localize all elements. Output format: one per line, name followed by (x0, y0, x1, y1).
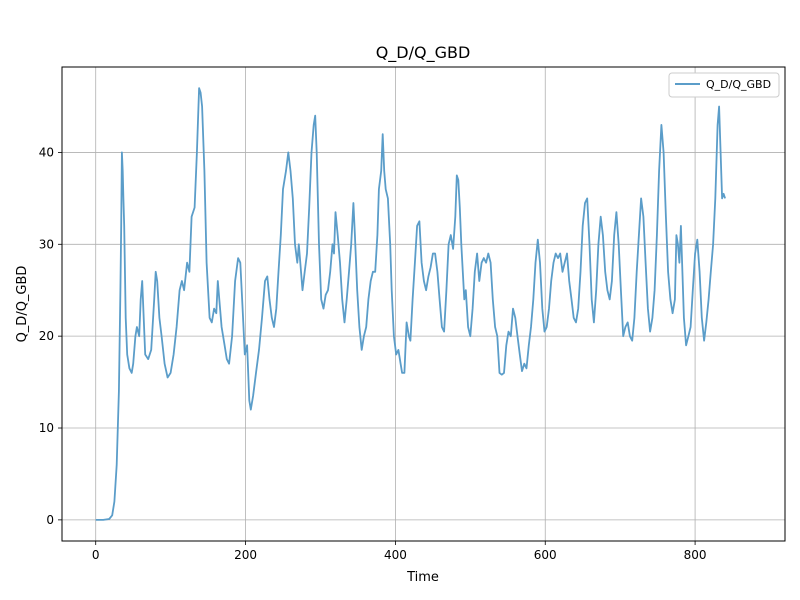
plot-area (62, 67, 785, 541)
series-layer (95, 87, 726, 521)
y-tick-label: 40 (39, 145, 54, 159)
y-tick-label: 30 (39, 237, 54, 251)
axis-ticks: 0 200 400 600 800 0 10 20 30 40 (39, 145, 707, 562)
x-tick-label: 600 (534, 548, 557, 562)
series-line (95, 87, 726, 521)
legend: Q_D/Q_GBD (668, 72, 780, 98)
y-axis-label: Q_D/Q_GBD (15, 266, 30, 343)
x-tick-label: 400 (384, 548, 407, 562)
y-tick-label: 20 (39, 329, 54, 343)
x-axis-label: Time (406, 570, 439, 585)
x-tick-label: 200 (234, 548, 257, 562)
chart-title: Q_D/Q_GBD (376, 43, 471, 63)
legend-box (668, 72, 780, 98)
plot-frame (61, 66, 786, 542)
legend-label: Q_D/Q_GBD (706, 78, 771, 91)
y-tick-label: 10 (39, 421, 54, 435)
x-tick-label: 0 (92, 548, 100, 562)
y-tick-label: 0 (46, 513, 54, 527)
x-tick-label: 800 (684, 548, 707, 562)
